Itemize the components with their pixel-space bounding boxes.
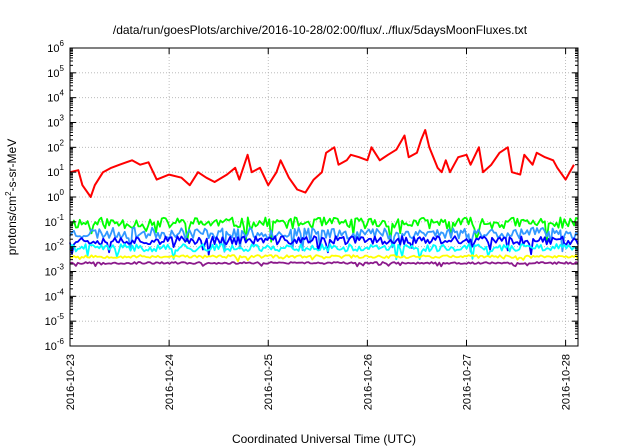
- y-axis-title: protons/cm2-s-sr-MeV: [4, 139, 19, 255]
- y-axis-title-prefix: protons/cm: [5, 196, 19, 255]
- x-tick-label: 2016-10-27: [461, 354, 473, 410]
- y-tick-label: 10-4: [45, 287, 65, 303]
- series-line-2: [69, 226, 579, 253]
- y-axis-title-sup: 2: [4, 191, 13, 196]
- x-axis-title: Coordinated Universal Time (UTC): [232, 432, 416, 446]
- y-axis-ticks: 10-6 10-5 10-4 10-3 10-2 10-1 100 101 102 103 104 1…: [45, 39, 578, 353]
- series-line-6: [69, 261, 579, 268]
- x-tick-label: 2016-10-25: [263, 354, 275, 410]
- x-tick-label: 2016-10-24: [164, 354, 176, 410]
- series-line-0: [69, 129, 575, 198]
- y-tick-label: 102: [47, 138, 64, 154]
- grid-lines: [70, 48, 578, 346]
- chart-title: /data/run/goesPlots/archive/2016-10-28/0…: [113, 23, 528, 37]
- series-layer: [69, 129, 579, 268]
- y-tick-label: 10-3: [45, 263, 65, 279]
- plot-frame: [69, 47, 579, 347]
- series-line-5: [69, 254, 579, 263]
- x-tick-label: 2016-10-26: [362, 354, 374, 410]
- x-axis-ticks: 2016-10-23 2016-10-24 2016-10-25 2016-10-26…: [65, 48, 573, 410]
- series-line-4: [69, 243, 579, 261]
- y-tick-label: 100: [47, 188, 64, 204]
- x-tick-label: 2016-10-23: [65, 354, 77, 410]
- y-axis-title-suffix: -s-sr-MeV: [5, 139, 19, 192]
- y-tick-label: 104: [47, 89, 64, 105]
- y-tick-label: 106: [47, 39, 64, 55]
- y-tick-label: 105: [47, 64, 64, 80]
- y-tick-label: 10-2: [45, 238, 65, 254]
- y-tick-label: 101: [47, 163, 64, 179]
- series-line-3: [69, 235, 579, 256]
- y-tick-label: 10-6: [45, 337, 65, 353]
- series-line-1: [69, 216, 579, 243]
- y-tick-label: 10-1: [45, 213, 65, 229]
- x-tick-label: 2016-10-28: [561, 354, 573, 410]
- y-tick-label: 10-5: [45, 312, 65, 328]
- y-tick-label: 103: [47, 114, 64, 130]
